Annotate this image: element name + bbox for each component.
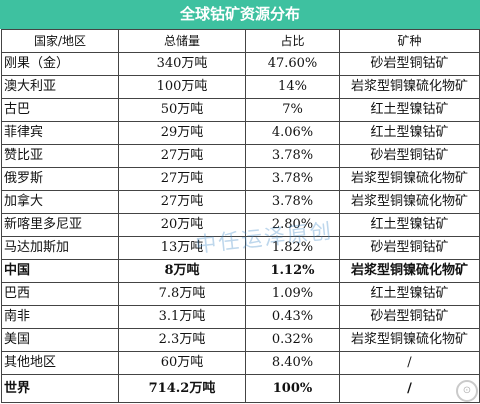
cell-reserve: 714.2万吨 xyxy=(118,374,246,403)
cell-reserve: 27万吨 xyxy=(118,144,246,168)
cell-region: 赞比亚 xyxy=(1,144,119,168)
cell-share: 2.80% xyxy=(245,213,340,237)
corner-logo-icon: ⊙ xyxy=(456,380,478,402)
cell-type: 岩浆型铜镍硫化物矿 xyxy=(339,259,480,283)
cell-type: 岩浆型铜镍硫化物矿 xyxy=(339,167,480,191)
cell-type: 岩浆型铜镍硫化物矿 xyxy=(339,75,480,99)
table-row: 刚果（金） 340万吨 47.60% 砂岩型铜钴矿 xyxy=(1,52,480,76)
table-row: 南非 3.1万吨 0.43% 砂岩型铜钴矿 xyxy=(1,305,480,329)
cell-reserve: 27万吨 xyxy=(118,167,246,191)
table-title: 全球钴矿资源分布 xyxy=(0,0,480,29)
header-share: 占比 xyxy=(245,29,340,53)
cell-reserve: 29万吨 xyxy=(118,121,246,145)
cell-region: 古巴 xyxy=(1,98,119,122)
cell-share: 1.82% xyxy=(245,236,340,260)
table-row: 澳大利亚 100万吨 14% 岩浆型铜镍硫化物矿 xyxy=(1,75,480,99)
cell-reserve: 50万吨 xyxy=(118,98,246,122)
cell-type: 岩浆型铜镍硫化物矿 xyxy=(339,328,480,352)
cell-share: 14% xyxy=(245,75,340,99)
cell-share: 3.78% xyxy=(245,190,340,214)
cell-share: 100% xyxy=(245,374,340,403)
cell-region: 刚果（金） xyxy=(1,52,119,76)
cobalt-table: 国家/地区 总储量 占比 矿种 刚果（金） 340万吨 47.60% 砂岩型铜钴矿 澳大… xyxy=(1,29,480,403)
header-reserve: 总储量 xyxy=(118,29,246,53)
table-row: 菲律宾 29万吨 4.06% 红土型镍钴矿 xyxy=(1,121,480,145)
cell-region: 澳大利亚 xyxy=(1,75,119,99)
cell-region: 俄罗斯 xyxy=(1,167,119,191)
cell-type: 砂岩型铜钴矿 xyxy=(339,236,480,260)
table-row: 加拿大 27万吨 3.78% 岩浆型铜镍硫化物矿 xyxy=(1,190,480,214)
table-row: 古巴 50万吨 7% 红土型镍钴矿 xyxy=(1,98,480,122)
cell-share: 1.09% xyxy=(245,282,340,306)
cell-share: 0.43% xyxy=(245,305,340,329)
cell-reserve: 3.1万吨 xyxy=(118,305,246,329)
cell-reserve: 20万吨 xyxy=(118,213,246,237)
cell-region: 世界 xyxy=(1,374,119,403)
cell-reserve: 13万吨 xyxy=(118,236,246,260)
table-row: 赞比亚 27万吨 3.78% 砂岩型铜钴矿 xyxy=(1,144,480,168)
cell-type: 红土型镍钴矿 xyxy=(339,282,480,306)
cell-type: 砂岩型铜钴矿 xyxy=(339,305,480,329)
table-row: 新喀里多尼亚 20万吨 2.80% 红土型镍钴矿 xyxy=(1,213,480,237)
cell-type: / xyxy=(339,351,480,375)
cell-share: 4.06% xyxy=(245,121,340,145)
cell-share: 3.78% xyxy=(245,144,340,168)
cell-reserve: 8万吨 xyxy=(118,259,246,283)
cell-type: 岩浆型铜镍硫化物矿 xyxy=(339,190,480,214)
header-row: 国家/地区 总储量 占比 矿种 xyxy=(1,29,480,53)
table-row: 美国 2.3万吨 0.32% 岩浆型铜镍硫化物矿 xyxy=(1,328,480,352)
cell-region: 南非 xyxy=(1,305,119,329)
cell-reserve: 100万吨 xyxy=(118,75,246,99)
cell-type: 砂岩型铜钴矿 xyxy=(339,144,480,168)
cell-share: 8.40% xyxy=(245,351,340,375)
cell-share: 7% xyxy=(245,98,340,122)
table-row: 巴西 7.8万吨 1.09% 红土型镍钴矿 xyxy=(1,282,480,306)
cell-type: 红土型镍钴矿 xyxy=(339,98,480,122)
header-region: 国家/地区 xyxy=(1,29,119,53)
cell-reserve: 60万吨 xyxy=(118,351,246,375)
cell-region: 马达加斯加 xyxy=(1,236,119,260)
cell-share: 0.32% xyxy=(245,328,340,352)
cell-region: 其他地区 xyxy=(1,351,119,375)
cell-reserve: 340万吨 xyxy=(118,52,246,76)
cell-region: 菲律宾 xyxy=(1,121,119,145)
cell-type: 红土型镍钴矿 xyxy=(339,121,480,145)
table-row: 俄罗斯 27万吨 3.78% 岩浆型铜镍硫化物矿 xyxy=(1,167,480,191)
cell-reserve: 2.3万吨 xyxy=(118,328,246,352)
cell-reserve: 27万吨 xyxy=(118,190,246,214)
cell-region: 巴西 xyxy=(1,282,119,306)
cell-share: 47.60% xyxy=(245,52,340,76)
cell-share: 1.12% xyxy=(245,259,340,283)
cell-region: 加拿大 xyxy=(1,190,119,214)
table-row: 马达加斯加 13万吨 1.82% 砂岩型铜钴矿 xyxy=(1,236,480,260)
table-row: 中国 8万吨 1.12% 岩浆型铜镍硫化物矿 xyxy=(1,259,480,283)
header-type: 矿种 xyxy=(339,29,480,53)
cell-type: 红土型镍钴矿 xyxy=(339,213,480,237)
cell-region: 美国 xyxy=(1,328,119,352)
table-row: 其他地区 60万吨 8.40% / xyxy=(1,351,480,375)
cell-region: 中国 xyxy=(1,259,119,283)
table-row: 世界 714.2万吨 100% / xyxy=(1,374,480,403)
cell-type: 砂岩型铜钴矿 xyxy=(339,52,480,76)
cell-region: 新喀里多尼亚 xyxy=(1,213,119,237)
cell-reserve: 7.8万吨 xyxy=(118,282,246,306)
cell-share: 3.78% xyxy=(245,167,340,191)
